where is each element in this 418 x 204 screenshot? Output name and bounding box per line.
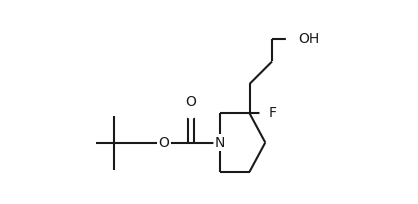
Circle shape bbox=[185, 106, 197, 118]
Text: O: O bbox=[158, 135, 169, 150]
Text: OH: OH bbox=[298, 32, 319, 46]
Text: O: O bbox=[186, 95, 196, 109]
Circle shape bbox=[260, 107, 273, 120]
Circle shape bbox=[214, 136, 227, 149]
Circle shape bbox=[287, 30, 305, 48]
Circle shape bbox=[158, 136, 170, 149]
Text: N: N bbox=[215, 135, 225, 150]
Text: F: F bbox=[269, 106, 277, 120]
